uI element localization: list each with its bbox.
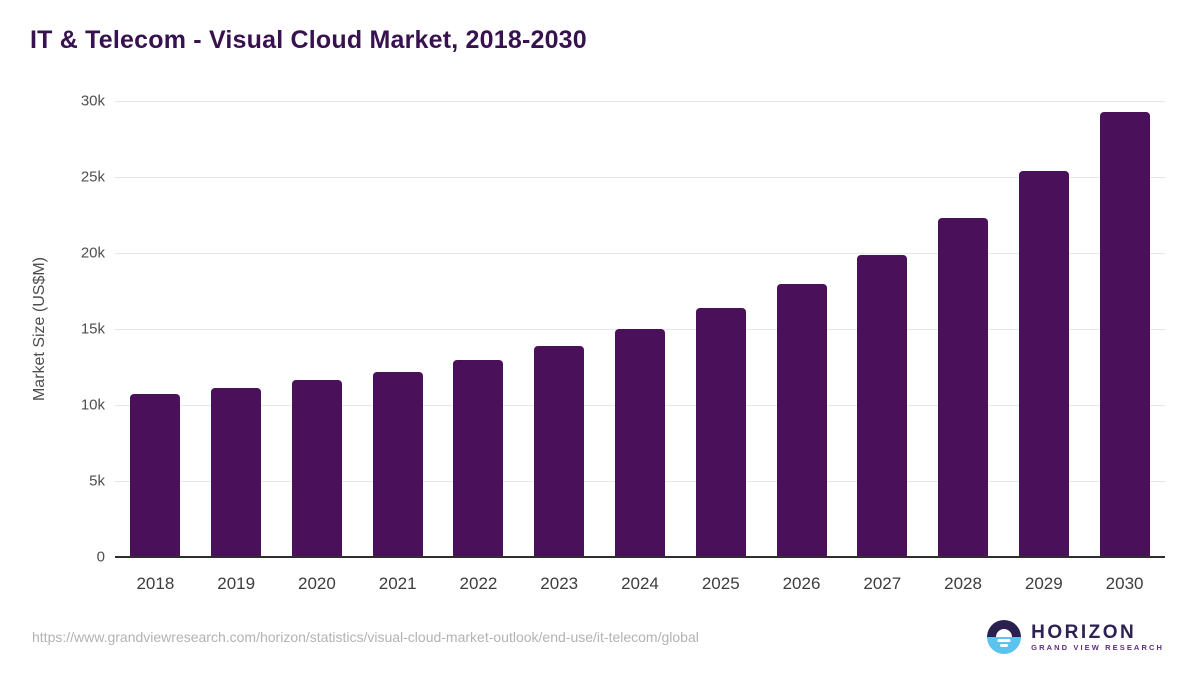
horizon-sun-over-water-icon bbox=[987, 620, 1022, 654]
x-tick-label: 2030 bbox=[1105, 574, 1144, 593]
bar-slot: 2025 bbox=[680, 101, 761, 593]
bar-slot: 2028 bbox=[923, 101, 1004, 593]
x-tick-label: 2023 bbox=[540, 574, 579, 593]
bar-2018 bbox=[130, 394, 181, 557]
bars-container: 2018 2019 2020 2021 2022 2023 2024 2025 2026 2027… bbox=[115, 101, 1165, 593]
y-tick-label: 25k bbox=[80, 168, 105, 186]
bar-2022 bbox=[453, 360, 504, 557]
x-tick-label: 2027 bbox=[863, 574, 902, 593]
y-tick-label: 10k bbox=[80, 396, 105, 414]
gridline bbox=[115, 101, 1165, 102]
x-tick-label: 2024 bbox=[621, 574, 659, 593]
bar-2029 bbox=[1018, 170, 1069, 557]
bar-slot: 2022 bbox=[438, 101, 519, 593]
y-tick-label: 15k bbox=[80, 320, 105, 338]
bar-2023 bbox=[534, 345, 585, 557]
chart-title: IT & Telecom - Visual Cloud Market, 2018… bbox=[30, 26, 587, 54]
bar-slot: 2023 bbox=[519, 101, 600, 593]
x-tick-label: 2019 bbox=[217, 574, 256, 593]
bar-2027 bbox=[857, 254, 908, 557]
water-reflection-line-icon bbox=[997, 639, 1011, 642]
bar-slot: 2020 bbox=[277, 101, 358, 593]
y-tick-label: 0 bbox=[96, 548, 105, 566]
bar-slot: 2024 bbox=[600, 101, 681, 593]
logo-subtitle: GRAND VIEW RESEARCH bbox=[1031, 642, 1164, 652]
logo-wordmark: HORIZON bbox=[1031, 621, 1137, 643]
bar-slot: 2030 bbox=[1084, 101, 1165, 593]
logo-text: HORIZON GRAND VIEW RESEARCH bbox=[1031, 623, 1164, 652]
y-axis-ticks: 0 5k 10k 15k 20k 25k 30k bbox=[55, 93, 105, 566]
x-tick-label: 2029 bbox=[1024, 574, 1063, 593]
y-axis-title: Market Size (US$M) bbox=[31, 256, 48, 402]
bar-slot: 2019 bbox=[196, 101, 277, 593]
sun-icon bbox=[996, 629, 1013, 637]
bar-slot: 2029 bbox=[1003, 101, 1084, 593]
water-reflection-line-icon bbox=[1000, 644, 1009, 647]
y-tick-label: 20k bbox=[80, 244, 105, 262]
brand-logo: HORIZON GRAND VIEW RESEARCH bbox=[987, 620, 1164, 654]
x-tick-label: 2028 bbox=[944, 574, 982, 593]
x-axis-line bbox=[115, 556, 1165, 558]
bar-2028 bbox=[938, 218, 989, 557]
gridline bbox=[115, 177, 1165, 178]
x-tick-label: 2025 bbox=[701, 574, 740, 593]
bar-slot: 2021 bbox=[357, 101, 438, 593]
plot-area: 2018 2019 2020 2021 2022 2023 2024 2025 2026 2027… bbox=[115, 101, 1165, 593]
bar-2021 bbox=[372, 371, 423, 557]
bar-slot: 2027 bbox=[842, 101, 923, 593]
x-tick-label: 2022 bbox=[459, 574, 498, 593]
x-tick-label: 2020 bbox=[298, 574, 336, 593]
bar-2026 bbox=[776, 284, 827, 557]
x-tick-label: 2018 bbox=[136, 574, 175, 593]
bar-2020 bbox=[291, 379, 342, 557]
bar-slot: 2026 bbox=[761, 101, 842, 593]
gridline bbox=[115, 253, 1165, 254]
bar-slot: 2018 bbox=[115, 101, 196, 593]
bar-2024 bbox=[614, 329, 665, 557]
y-tick-label: 5k bbox=[89, 472, 105, 490]
bar-2030 bbox=[1099, 111, 1150, 557]
y-tick-label: 30k bbox=[80, 92, 105, 110]
x-tick-label: 2026 bbox=[782, 574, 821, 593]
bar-2019 bbox=[211, 388, 262, 557]
bar-2025 bbox=[695, 308, 746, 557]
x-tick-label: 2021 bbox=[378, 574, 417, 593]
source-url: https://www.grandviewresearch.com/horizo… bbox=[32, 629, 699, 645]
